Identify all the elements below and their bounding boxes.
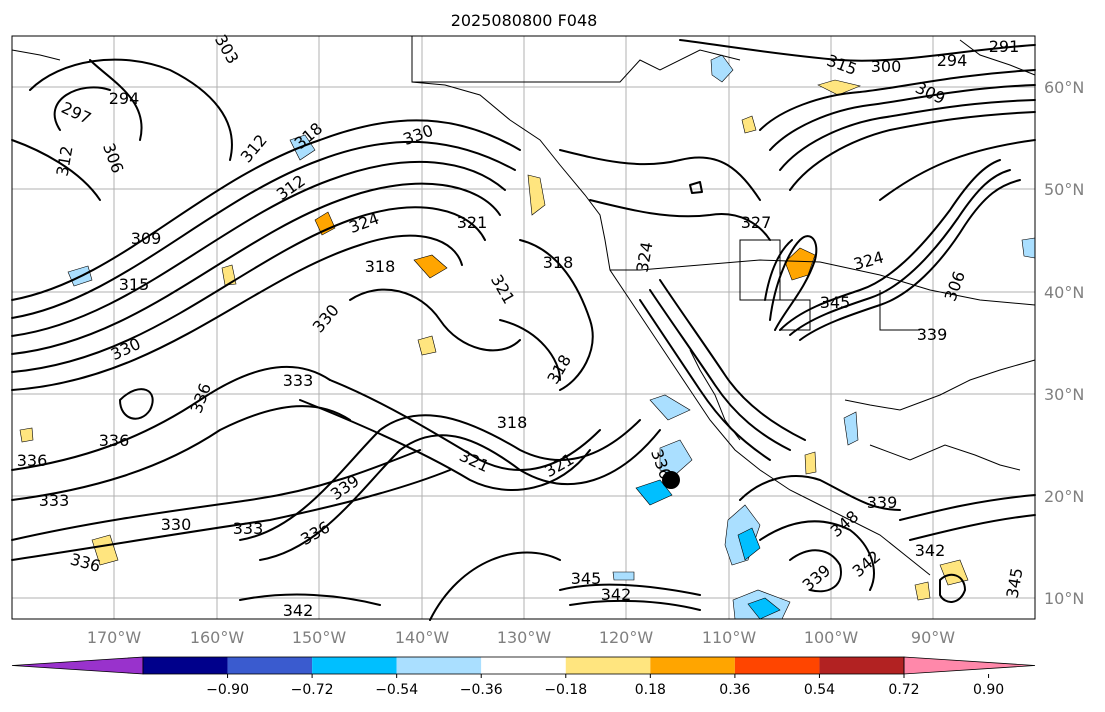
colorbar-tick-label: −0.54 [375,682,418,698]
lat-label: 60°N [1044,78,1084,97]
contour-label: 300 [871,57,902,76]
lon-label: 100°W [804,628,859,647]
contour-label: 321 [457,213,488,232]
longitude-labels: 170°W 160°W 150°W 140°W 130°W 120°W 110°… [87,628,955,647]
colorbar-bin [143,657,228,674]
colorbar-tick-label: −0.18 [544,682,587,698]
colorbar-extend-low [11,656,144,675]
contour-label: 330 [161,515,192,534]
contour-label: 327 [741,213,772,232]
colorbar-extend-high [903,656,1036,675]
contour-label: 309 [131,229,162,248]
contour-label: 333 [39,491,70,510]
colorbar-bin [312,657,397,674]
contour-label: 336 [99,431,130,450]
colorbar-bin [819,657,904,674]
lat-label: 30°N [1044,385,1084,404]
colorbar-tick-label: 0.90 [973,682,1004,698]
coastlines [11,36,1036,576]
colorbar-bin [396,657,482,674]
contour-label: 294 [109,89,140,108]
contour-label: 345 [571,569,602,588]
contour-label: 318 [497,413,528,432]
colorbar-bin [734,657,820,674]
contour-label: 342 [915,541,946,560]
contour-label: 342 [283,601,314,620]
colorbar-bin [565,657,651,674]
colorbar-bin [650,657,735,674]
colorbar-bin [227,657,313,674]
colorbar-bin [481,657,566,674]
lon-label: 110°W [702,628,757,647]
graticule [12,36,1035,619]
colorbar-tick-label: −0.72 [291,682,334,698]
colorbar: −0.90 −0.72 −0.54 −0.36 −0.18 0.18 0.36 0.54 0.7… [11,656,1036,698]
lon-label: 90°W [911,628,955,647]
contour-label: 342 [601,585,632,604]
lat-label: 50°N [1044,180,1084,199]
cyclone-center-marker [662,471,680,489]
contour-label: 294 [937,51,968,70]
lat-label: 20°N [1044,487,1084,506]
colorbar-tick-label: −0.90 [206,682,249,698]
contour-label: 339 [867,493,898,512]
contour-label: 345 [820,293,851,312]
contour-label: 333 [283,371,314,390]
lat-label: 10°N [1044,589,1084,608]
lon-label: 140°W [395,628,450,647]
latitude-labels: 60°N 50°N 40°N 30°N 20°N 10°N [1044,78,1084,608]
map-title: 2025080800 F048 [451,11,598,30]
colorbar-tick-label: 0.36 [719,682,750,698]
colorbar-frame [142,656,905,675]
colorbar-tick-label: 0.72 [888,682,919,698]
contour-label: 336 [17,451,48,470]
contour-label: 318 [543,253,574,272]
colorbar-tick-label: −0.36 [460,682,503,698]
contour-label: 318 [365,257,396,276]
lon-label: 170°W [87,628,142,647]
contour-label: 291 [989,37,1020,56]
contour-label: 333 [233,519,264,538]
lon-label: 130°W [497,628,552,647]
contour-lines [11,39,1036,621]
contour-label: 339 [917,325,948,344]
contour-label: 315 [119,275,150,294]
lon-label: 120°W [599,628,654,647]
shading-field [19,54,1036,620]
lon-label: 160°W [190,628,245,647]
colorbar-tick-label: 0.18 [635,682,666,698]
colorbar-tick-label: 0.54 [804,682,835,698]
lon-label: 150°W [292,628,347,647]
lat-label: 40°N [1044,283,1084,302]
map-panel: 294 297 312 306 303 309 312 318 315 312 … [11,31,1036,621]
